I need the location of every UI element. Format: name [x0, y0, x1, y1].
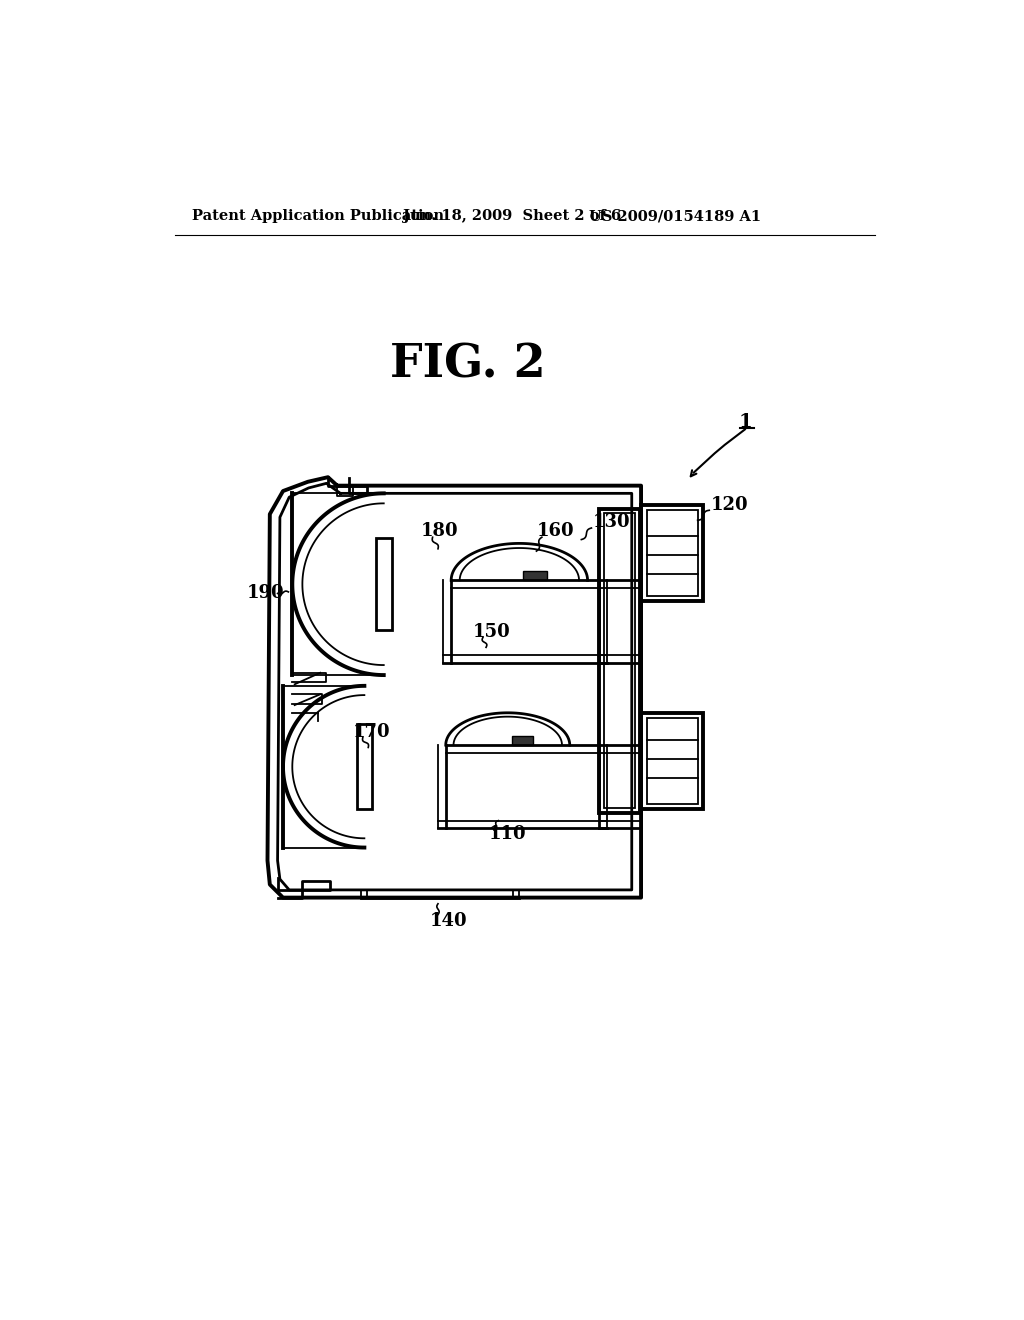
- Text: 150: 150: [473, 623, 511, 642]
- Bar: [647, 718, 697, 804]
- Bar: [356, 725, 372, 809]
- Text: 180: 180: [421, 523, 459, 540]
- Text: Patent Application Publication: Patent Application Publication: [191, 209, 443, 223]
- Bar: [523, 572, 547, 581]
- Text: 140: 140: [430, 912, 468, 929]
- Bar: [604, 513, 635, 808]
- Text: 1: 1: [738, 413, 753, 430]
- Bar: [376, 539, 391, 631]
- Text: 110: 110: [488, 825, 526, 843]
- Bar: [647, 511, 697, 595]
- Bar: [512, 737, 534, 744]
- Text: FIG. 2: FIG. 2: [390, 342, 545, 388]
- Bar: [641, 713, 703, 809]
- Text: 130: 130: [593, 513, 631, 531]
- Text: US 2009/0154189 A1: US 2009/0154189 A1: [589, 209, 761, 223]
- Text: Jun. 18, 2009  Sheet 2 of 6: Jun. 18, 2009 Sheet 2 of 6: [403, 209, 622, 223]
- Bar: [641, 506, 703, 601]
- Text: 120: 120: [711, 496, 749, 513]
- Text: 160: 160: [538, 523, 574, 540]
- Text: 170: 170: [352, 723, 390, 741]
- Bar: [599, 508, 640, 813]
- Text: 190: 190: [247, 585, 285, 602]
